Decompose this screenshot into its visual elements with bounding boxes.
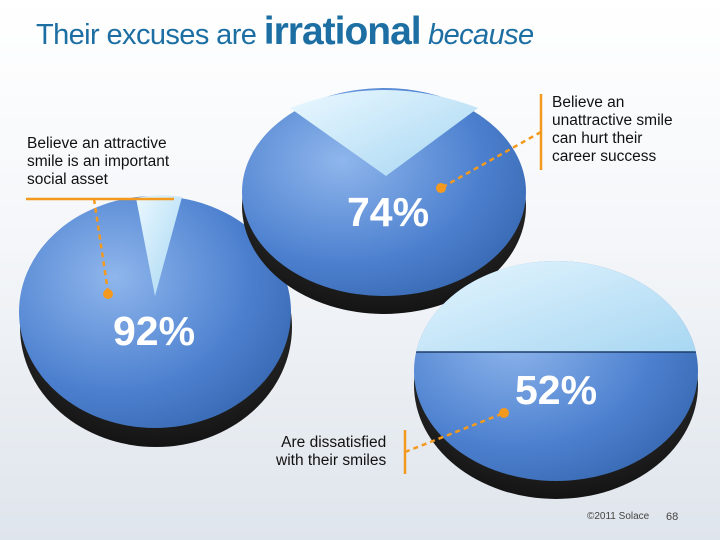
callout-2-leader	[440, 130, 542, 190]
pie-74-label: 74%	[347, 189, 429, 235]
copyright-text: ©2011 Solace	[587, 511, 650, 522]
pie-74-main-slice	[242, 88, 526, 296]
pie-92-label: 92%	[113, 308, 195, 354]
pie-74: 74%	[242, 88, 526, 314]
callout-line: Believe an	[552, 94, 625, 111]
callout-line: unattractive smile	[552, 112, 673, 129]
callout-line: career success	[552, 148, 657, 165]
callout-line: Are dissatisfied	[281, 434, 387, 451]
callout-line: can hurt their	[552, 130, 643, 147]
callout-1-leader	[92, 198, 110, 293]
title-tail: because	[420, 19, 534, 51]
pie-92-remainder-slice	[136, 195, 182, 296]
callout-unattractive-smile: Believe an unattractive smile can hurt t…	[552, 94, 673, 166]
title-main: Their excuses are	[36, 19, 264, 51]
pie-92: 92%	[19, 195, 292, 447]
page-number: 68	[666, 511, 679, 523]
callout-dissatisfied: Are dissatisfied with their smiles	[276, 434, 386, 470]
callout-line: smile is an important	[27, 153, 170, 170]
callout-3-dot	[499, 408, 509, 418]
callout-line: Believe an attractive	[27, 135, 167, 152]
callout-lines	[26, 94, 543, 474]
pie-52-label: 52%	[515, 367, 597, 413]
pie-92-main-slice	[19, 196, 291, 428]
title-emphasis: irrational	[263, 10, 422, 53]
page-title: Their excuses are irrational because	[36, 10, 534, 54]
callout-dots	[103, 183, 509, 418]
callout-1-dot	[103, 289, 113, 299]
pie-74-remainder-slice	[290, 90, 478, 176]
callout-2-dot	[436, 183, 446, 193]
callout-attractive-smile: Believe an attractive smile is an import…	[27, 135, 169, 189]
pie-52: 52%	[414, 261, 698, 499]
callout-line: social asset	[27, 171, 108, 188]
callout-line: with their smiles	[276, 452, 387, 469]
